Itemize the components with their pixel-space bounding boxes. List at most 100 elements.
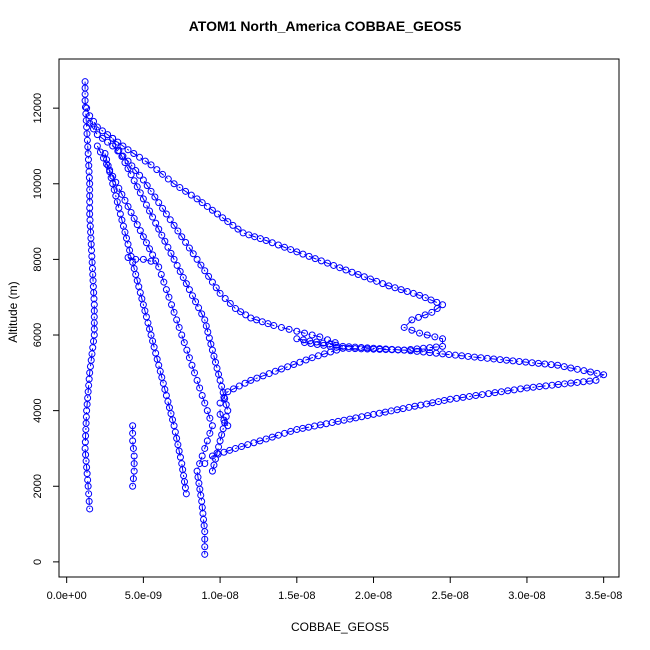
data-point [130, 467, 138, 475]
data-point [201, 444, 209, 452]
data-point [129, 429, 137, 437]
data-point [214, 210, 222, 218]
data-point [201, 399, 209, 407]
data-point [201, 550, 209, 558]
data-point [203, 407, 211, 415]
data-point [220, 393, 228, 401]
data-point [423, 331, 431, 339]
data-point [314, 352, 322, 360]
data-point [139, 233, 147, 241]
data-point [216, 376, 224, 384]
x-tick-label: 1.5e-08 [278, 590, 315, 602]
data-point [164, 243, 172, 251]
data-point [193, 195, 201, 203]
data-point [421, 311, 429, 319]
data-point [83, 130, 91, 138]
data-point [198, 310, 206, 318]
x-tick-label: 1.0e-08 [201, 590, 238, 602]
data-point [242, 311, 250, 319]
data-point [96, 148, 104, 156]
data-point [320, 350, 328, 358]
data-point [311, 255, 319, 263]
data-point [205, 334, 213, 342]
data-point [166, 216, 174, 224]
data-point [308, 331, 316, 339]
data-point [173, 316, 181, 324]
chart-title: ATOM1 North_America COBBAE_GEOS5 [188, 18, 462, 34]
data-point [408, 316, 416, 324]
data-point [82, 110, 90, 118]
data-point [203, 437, 211, 445]
data-point [98, 134, 106, 142]
data-point [142, 239, 150, 247]
data-point [327, 348, 335, 356]
data-point [296, 358, 304, 366]
data-point [366, 275, 374, 283]
data-point [139, 176, 147, 184]
data-point [224, 218, 232, 226]
data-point [124, 165, 132, 173]
data-point [523, 384, 531, 392]
data-point [115, 184, 123, 192]
data-point [400, 323, 408, 331]
data-point [229, 221, 237, 229]
data-point [554, 361, 562, 369]
data-point [317, 257, 325, 265]
data-point [86, 505, 94, 513]
data-point [197, 261, 205, 269]
data-point [129, 437, 137, 445]
data-point [497, 388, 505, 396]
series-4 [81, 78, 98, 513]
data-point [130, 452, 138, 460]
data-point [277, 365, 285, 373]
data-point [592, 376, 600, 384]
data-point [385, 282, 393, 290]
series-line [89, 122, 344, 427]
data-point [208, 346, 216, 354]
data-point [152, 257, 160, 265]
data-point [293, 248, 301, 256]
data-point [237, 308, 245, 316]
data-point [130, 215, 138, 223]
data-point [287, 246, 295, 254]
data-point [82, 116, 90, 124]
data-point [164, 398, 172, 406]
data-point [220, 448, 228, 456]
data-point [152, 349, 160, 357]
data-point [136, 227, 144, 235]
data-point [130, 150, 138, 158]
data-point [119, 222, 127, 230]
x-tick-label: 3.5e-08 [585, 590, 622, 602]
data-point [149, 251, 157, 259]
data-point [587, 368, 595, 376]
data-point [198, 452, 206, 460]
data-point [270, 322, 278, 330]
series-2 [86, 119, 347, 430]
data-point [160, 278, 168, 286]
data-point [560, 363, 568, 371]
data-point [170, 221, 178, 229]
data-point [472, 392, 480, 400]
data-point [409, 289, 417, 297]
data-point [281, 243, 289, 251]
data-point [600, 371, 608, 379]
data-point [165, 293, 173, 301]
data-point [174, 441, 182, 449]
data-point [504, 387, 512, 395]
data-point [83, 136, 91, 144]
data-point [139, 255, 147, 263]
data-point [268, 433, 276, 441]
data-point [259, 372, 267, 380]
data-point [201, 535, 209, 543]
data-point [453, 394, 461, 402]
data-point [274, 241, 282, 249]
data-point [178, 233, 186, 241]
data-point [155, 225, 163, 233]
data-point [244, 441, 252, 449]
data-point [143, 182, 151, 190]
data-point [180, 339, 188, 347]
data-point [478, 391, 486, 399]
data-point [265, 370, 273, 378]
data-point [132, 255, 140, 263]
data-point [323, 336, 331, 344]
